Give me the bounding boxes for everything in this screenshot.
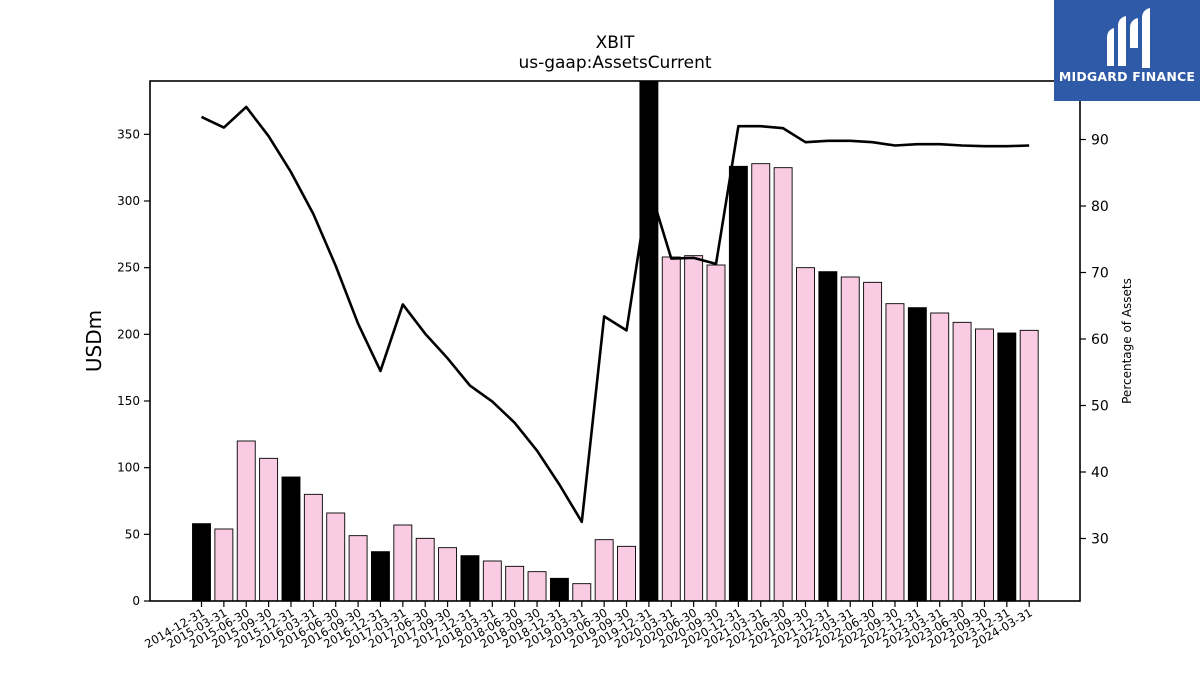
y-tick-label: 250 [117,261,140,275]
bar-2022-06-30 [863,281,883,602]
bar-2019-03-31 [572,583,592,602]
bar-2020-09-30 [706,264,726,602]
bar-series [192,80,1039,602]
bar-2021-03-31 [751,163,771,602]
bar-2018-09-30 [527,571,547,602]
y-axis-right: 30 40 50 60 70 80 90 [1080,133,1109,547]
y-tick-label: 350 [117,127,140,141]
bar-2015-09-30 [259,457,279,602]
bar-2023-03-31 [930,312,950,602]
bar-2019-06-30 [594,539,614,602]
y-tick-label: 300 [117,194,140,208]
bar-2017-03-31 [393,524,413,602]
y-tick-label: 150 [117,394,140,408]
y-axis-left: 0 50 100 150 200 250 300 350 [117,127,150,608]
bar-2023-06-30 [952,321,972,602]
bar-2016-06-30 [326,512,346,602]
plot-frame [149,80,1081,602]
bar-2024-03-31 [1019,329,1039,602]
y-axis-label: USDm [82,310,106,372]
percentage-line [200,105,1030,524]
bar-2018-06-30 [505,565,525,602]
bar-2021-06-30 [773,167,793,602]
bar-2021-09-30 [796,267,815,602]
bar-2023-09-30 [975,328,994,602]
bar-2016-12-31 [371,551,390,602]
bar-2017-06-30 [415,537,435,602]
logo-text: MIDGARD FINANCE [1058,69,1196,84]
chart-subtitle: us-gaap:AssetsCurrent [518,53,711,73]
bar-2020-12-31 [728,165,748,602]
bar-2021-12-31 [818,271,838,602]
bar-2022-12-31 [907,307,927,602]
bar-2016-03-31 [303,493,323,602]
line-series-layer [200,105,1030,524]
y2-tick-label: 60 [1091,332,1109,348]
bar-2015-06-30 [236,440,256,602]
y2-tick-label: 30 [1091,531,1109,547]
x-axis: 2014-12-312015-03-312015-06-302015-09-30… [142,601,1035,651]
y-tick-label: 0 [132,594,140,608]
y-tick-label: 200 [117,327,140,341]
bar-2017-12-31 [460,555,480,602]
midgard-logo-icon [1107,8,1150,68]
bar-2020-03-31 [661,256,681,602]
bar-2019-12-31 [639,80,659,602]
bar-2015-12-31 [281,476,301,602]
bar-2017-09-30 [438,547,458,602]
chart-title: XBIT [596,33,635,53]
y2-tick-label: 70 [1091,266,1109,282]
bar-2022-03-31 [840,276,860,602]
bar-2016-09-30 [348,535,368,602]
bar-2018-12-31 [549,577,569,602]
y2-tick-label: 40 [1091,465,1109,481]
bar-2019-09-30 [617,545,636,602]
y2-tick-label: 90 [1091,133,1109,149]
bar-2023-12-31 [997,332,1017,602]
bar-2022-09-30 [885,303,905,602]
y2-axis-label: Percentage of Assets [1120,278,1134,404]
y2-tick-label: 50 [1091,399,1109,415]
bar-2014-12-31 [192,523,211,602]
bar-2015-03-31 [214,528,234,602]
y-tick-label: 100 [117,461,140,475]
y2-tick-label: 80 [1091,199,1109,215]
bar-2020-06-30 [684,255,704,602]
bar-2018-03-31 [482,560,502,602]
y-tick-label: 50 [125,527,140,541]
midgard-finance-logo: MIDGARD FINANCE [1054,0,1200,101]
